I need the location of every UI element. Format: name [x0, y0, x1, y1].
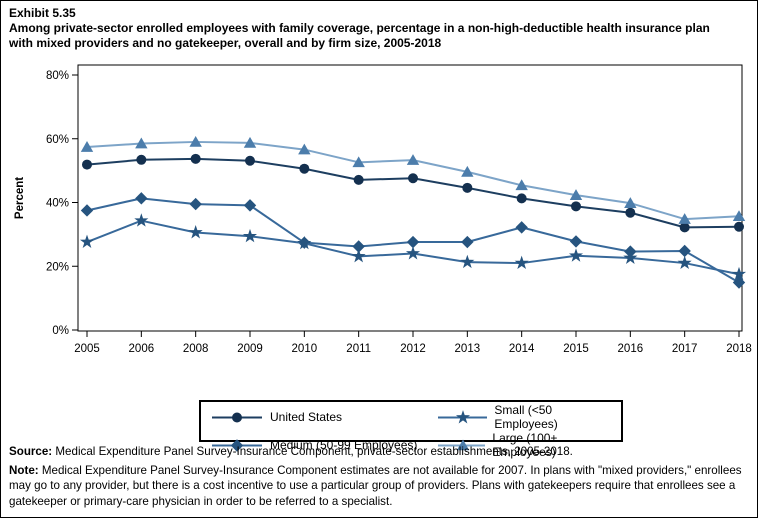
source-note: Source: Medical Expenditure Panel Survey…	[9, 444, 751, 460]
footer-notes: Source: Medical Expenditure Panel Survey…	[9, 444, 751, 512]
legend-label: United States	[270, 410, 343, 424]
diamond-marker-icon	[212, 438, 262, 452]
exhibit-number: Exhibit 5.35	[9, 6, 76, 20]
series-small-50-employees	[79, 213, 747, 281]
x-tick-label: 2015	[563, 343, 589, 355]
legend-item: Large (100+ Employees)	[437, 431, 615, 459]
x-tick-label: 2018	[726, 343, 752, 355]
legend-item: Small (<50 Employees)	[437, 403, 615, 431]
title-block: Exhibit 5.35 Among private-sector enroll…	[9, 6, 721, 51]
legend-label: Large (100+ Employees)	[492, 431, 558, 459]
series-united-states	[82, 153, 744, 233]
x-tick-label: 2006	[129, 343, 155, 355]
x-tick-label: 2009	[237, 343, 263, 355]
y-tick-label: 60%	[46, 134, 69, 146]
legend-item: United States	[211, 409, 437, 426]
x-tick-label: 2008	[183, 343, 209, 355]
x-tick-label: 2010	[292, 343, 318, 355]
note-text: Medical Expenditure Panel Survey-Insuran…	[9, 463, 742, 508]
legend-label: Small (<50 Employees)	[494, 403, 558, 431]
source-text: Medical Expenditure Panel Survey-Insuran…	[52, 445, 573, 458]
y-tick-label: 20%	[46, 261, 69, 273]
y-tick-label: 40%	[46, 198, 69, 210]
x-tick-label: 2014	[509, 343, 535, 355]
chart-legend: United States Small (<50 Employees) Medium…	[199, 400, 623, 459]
x-tick-label: 2011	[346, 343, 371, 355]
triangle-marker-icon	[438, 439, 486, 450]
legend-label: Medium (50-99 Employees)	[270, 438, 418, 452]
method-note: Note: Medical Expenditure Panel Survey-I…	[9, 463, 751, 510]
axes: 0% 20% 40% 60% 80% 2005 2006 2008 2009 2010 2011 20…	[46, 64, 752, 355]
circle-marker-icon	[212, 412, 262, 422]
y-axis-label: Percent	[14, 177, 26, 219]
line-chart: Percent 0% 20% 40% 60% 80% 2005 2006 2008 2009 20…	[14, 64, 752, 355]
y-tick-label: 0%	[52, 325, 69, 337]
x-tick-label: 2012	[400, 343, 426, 355]
legend-item: Medium (50-99 Employees)	[211, 437, 437, 454]
series-large-100-employees	[80, 135, 746, 224]
y-tick-label: 80%	[46, 70, 69, 82]
star-marker-icon	[438, 409, 488, 423]
x-tick-label: 2005	[74, 343, 100, 355]
x-tick-label: 2017	[672, 343, 698, 355]
source-label: Source:	[9, 445, 53, 458]
x-tick-label: 2016	[618, 343, 644, 355]
x-tick-label: 2013	[455, 343, 481, 355]
note-label: Note:	[9, 463, 39, 477]
chart-title: Among private-sector enrolled employees …	[9, 21, 710, 50]
